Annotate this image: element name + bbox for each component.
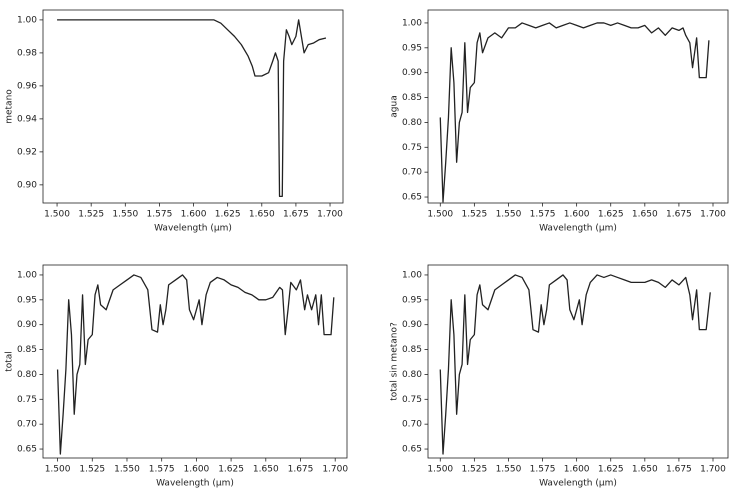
y-tick-label: 0.80 xyxy=(402,370,422,380)
x-tick-label: 1.625 xyxy=(598,210,624,220)
y-tick-label: 1.00 xyxy=(17,15,37,25)
x-tick-label: 1.550 xyxy=(114,465,140,475)
y-tick-label: 0.90 xyxy=(17,320,37,330)
y-tick-label: 0.90 xyxy=(17,180,37,190)
x-tick-label: 1.625 xyxy=(598,465,624,475)
x-tick-label: 1.525 xyxy=(78,210,104,220)
x-axis-label: Wavelength (μm) xyxy=(539,224,617,234)
subplot: 1.500 1.525 1.550 1.575 1.600 1.625 1.650 1.675… xyxy=(390,264,729,489)
y-tick-label: 0.90 xyxy=(402,320,422,330)
y-tick-label: 0.94 xyxy=(17,114,37,124)
x-tick-label: 1.600 xyxy=(564,210,590,220)
y-tick-label: 0.75 xyxy=(17,395,37,405)
x-tick-label: 1.600 xyxy=(181,210,207,220)
x-tick-label: 1.575 xyxy=(149,465,175,475)
x-tick-label: 1.650 xyxy=(249,210,275,220)
x-tick-label: 1.625 xyxy=(215,210,241,220)
y-tick-label: 0.98 xyxy=(17,48,37,58)
subplot: 1.500 1.525 1.550 1.575 1.600 1.625 1.650 1.675… xyxy=(5,9,344,234)
subplot: 1.500 1.525 1.550 1.575 1.600 1.625 1.650 1.675… xyxy=(5,264,348,489)
x-tick-label: 1.650 xyxy=(253,465,279,475)
y-tick-label: 0.90 xyxy=(402,68,422,78)
y-tick-label: 0.80 xyxy=(402,118,422,128)
y-tick-label: 0.70 xyxy=(17,420,37,430)
axes-frame xyxy=(427,9,729,204)
x-tick-label: 1.500 xyxy=(45,465,71,475)
x-tick-label: 1.675 xyxy=(288,465,314,475)
data-line xyxy=(56,274,335,455)
x-tick-label: 1.600 xyxy=(564,465,590,475)
y-tick-label: 1.00 xyxy=(402,270,422,280)
x-tick-label: 1.675 xyxy=(666,210,692,220)
y-axis-label: agua xyxy=(390,95,400,117)
x-tick-label: 1.575 xyxy=(530,465,556,475)
x-tick-label: 1.500 xyxy=(44,210,70,220)
y-axis-label: total xyxy=(5,351,15,372)
x-tick-label: 1.700 xyxy=(700,210,726,220)
data-line xyxy=(57,19,327,198)
x-tick-label: 1.675 xyxy=(283,210,309,220)
x-tick-label: 1.700 xyxy=(322,465,348,475)
x-axis-label: Wavelength (μm) xyxy=(154,224,232,234)
y-tick-label: 0.65 xyxy=(402,445,422,455)
x-tick-label: 1.575 xyxy=(147,210,173,220)
x-tick-label: 1.700 xyxy=(700,465,726,475)
y-tick-label: 0.70 xyxy=(402,168,422,178)
axes-frame xyxy=(427,264,729,459)
y-tick-label: 0.75 xyxy=(402,143,422,153)
y-tick-label: 0.75 xyxy=(402,395,422,405)
data-line xyxy=(439,22,710,203)
y-tick-label: 0.95 xyxy=(402,295,422,305)
x-tick-label: 1.525 xyxy=(461,465,487,475)
x-tick-label: 1.550 xyxy=(496,210,522,220)
y-axis-label: total sin metano? xyxy=(390,322,400,401)
x-tick-label: 1.525 xyxy=(461,210,487,220)
y-tick-label: 0.95 xyxy=(17,295,37,305)
y-tick-label: 0.96 xyxy=(17,81,37,91)
subplot: 1.500 1.525 1.550 1.575 1.600 1.625 1.650 1.675… xyxy=(390,9,729,234)
y-tick-label: 1.00 xyxy=(17,270,37,280)
x-tick-label: 1.525 xyxy=(79,465,105,475)
x-tick-label: 1.700 xyxy=(317,210,343,220)
y-tick-label: 0.70 xyxy=(402,420,422,430)
data-line xyxy=(439,274,711,455)
x-tick-label: 1.675 xyxy=(666,465,692,475)
x-tick-label: 1.625 xyxy=(218,465,244,475)
y-tick-label: 0.92 xyxy=(17,147,37,157)
y-tick-label: 1.00 xyxy=(402,18,422,28)
x-axis-label: Wavelength (μm) xyxy=(156,479,234,489)
y-tick-label: 0.85 xyxy=(402,345,422,355)
x-axis-label: Wavelength (μm) xyxy=(539,479,617,489)
axes-frame xyxy=(42,9,344,204)
y-tick-label: 0.85 xyxy=(402,93,422,103)
x-tick-label: 1.500 xyxy=(427,210,453,220)
y-tick-label: 0.65 xyxy=(17,445,37,455)
axes-frame xyxy=(42,264,348,459)
x-tick-label: 1.550 xyxy=(112,210,138,220)
y-tick-label: 0.95 xyxy=(402,43,422,53)
x-tick-label: 1.600 xyxy=(184,465,210,475)
x-tick-label: 1.650 xyxy=(632,465,658,475)
x-tick-label: 1.550 xyxy=(496,465,522,475)
x-tick-label: 1.650 xyxy=(632,210,658,220)
x-tick-label: 1.575 xyxy=(530,210,556,220)
x-tick-label: 1.500 xyxy=(427,465,453,475)
y-tick-label: 0.65 xyxy=(402,193,422,203)
y-axis-label: metano xyxy=(5,89,15,124)
y-tick-label: 0.85 xyxy=(17,345,37,355)
y-tick-label: 0.80 xyxy=(17,370,37,380)
